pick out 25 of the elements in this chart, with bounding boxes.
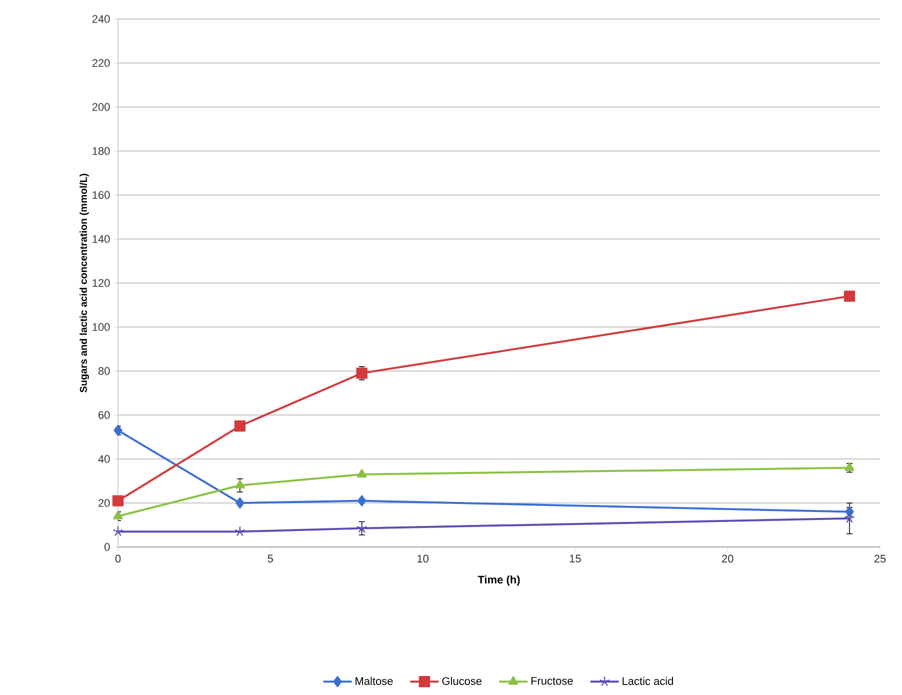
y-tick-label: 120: [92, 279, 110, 287]
x-tick-label: 0: [115, 554, 121, 563]
y-tick-label: 20: [98, 499, 110, 507]
y-tick-label: 220: [92, 59, 110, 67]
y-axis-title: Sugars and lactic acid concentration (mmol/L): [80, 174, 89, 392]
x-axis-title: Time (h): [478, 575, 520, 586]
y-tick-label: 100: [92, 323, 110, 331]
x-tick-label: 5: [268, 554, 273, 562]
y-tick-label: 40: [98, 455, 110, 463]
x-tick-label: 15: [570, 554, 581, 562]
y-tick-label: 0: [104, 543, 110, 551]
legend-label: Fructose: [531, 677, 573, 685]
legend-label: Glucose: [442, 676, 482, 685]
x-tick-label: 20: [722, 554, 734, 563]
y-tick-label: 180: [92, 147, 110, 155]
y-tick-label: 80: [98, 367, 110, 375]
legend-label: Maltose: [356, 676, 393, 685]
x-tick-label: 25: [874, 554, 886, 563]
y-tick-label: 200: [92, 103, 110, 111]
y-tick-label: 60: [98, 411, 110, 419]
x-tick-label: 10: [418, 554, 428, 563]
y-tick-label: 240: [92, 15, 110, 23]
legend-label: Lactic acid: [622, 676, 673, 685]
y-tick-label: 160: [92, 191, 110, 199]
y-tick-label: 140: [92, 235, 110, 243]
